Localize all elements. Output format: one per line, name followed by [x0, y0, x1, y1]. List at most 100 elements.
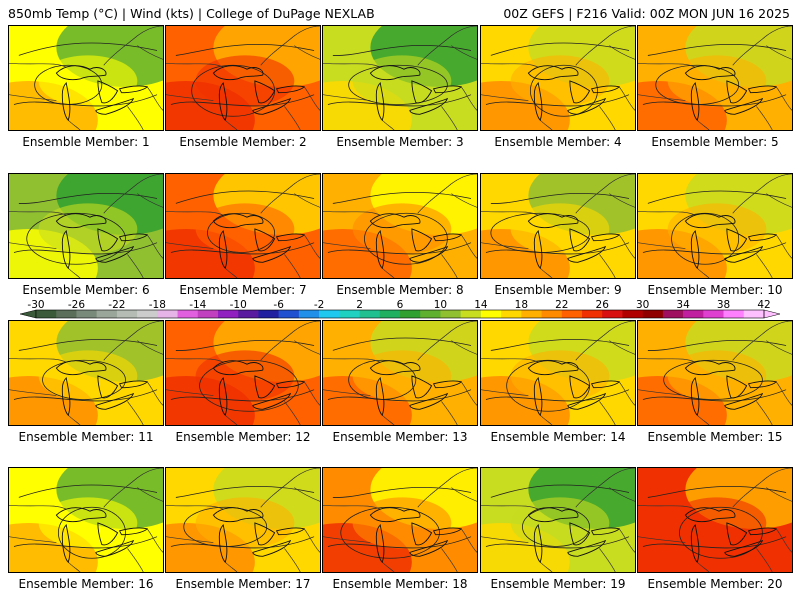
great-lake-outline [432, 233, 463, 242]
great-lake-outline [55, 213, 107, 229]
closed-contour [42, 359, 126, 400]
colorbar-segment [703, 310, 724, 318]
border-line [260, 321, 320, 361]
colorbar-segment [157, 310, 178, 318]
great-lake-outline [252, 392, 292, 410]
ensemble-map-panel [637, 320, 793, 426]
great-lake-outline [375, 81, 385, 122]
border-line [618, 528, 635, 553]
lakes-region-field [38, 203, 138, 255]
border-line [732, 26, 792, 66]
great-lake-outline [690, 523, 700, 564]
colorbar-segment [662, 310, 684, 318]
great-lake-outline [55, 507, 107, 523]
great-lake-outline [567, 539, 607, 557]
colorbar-segment [541, 310, 563, 318]
border-line [9, 389, 57, 396]
great-lake-outline [275, 527, 306, 536]
great-lake-outline [411, 228, 433, 252]
border-line [127, 548, 144, 572]
border-line [224, 267, 238, 278]
border-line [696, 414, 710, 425]
border-line [381, 414, 395, 425]
ensemble-member-label: Ensemble Member: 4 [494, 135, 622, 149]
border-line [323, 536, 371, 543]
border-line [460, 381, 477, 406]
colorbar-max-arrow [763, 309, 781, 319]
closed-contour [490, 212, 590, 253]
great-lake-outline [118, 85, 149, 94]
border-line [323, 504, 381, 510]
border-line [67, 561, 81, 572]
border-line [441, 548, 458, 572]
great-lake-outline [409, 392, 449, 410]
border-line [766, 45, 792, 60]
great-lake-outline [375, 523, 385, 564]
ensemble-member-label: Ensemble Member: 5 [651, 135, 779, 149]
colorbar-tick-label: 22 [555, 299, 568, 311]
ensemble-map-panel [480, 467, 636, 573]
height-contour [642, 485, 787, 549]
great-lake-outline [61, 229, 71, 270]
border-line [696, 561, 710, 572]
ensemble-map-panel [8, 320, 164, 426]
border-line [460, 528, 477, 553]
border-line [775, 528, 792, 553]
height-contour [485, 42, 630, 107]
border-line [303, 234, 320, 259]
colorbar-segment [298, 310, 320, 318]
ensemble-member-label: Ensemble Member: 12 [175, 430, 311, 444]
border-line [166, 389, 214, 396]
ensemble-member-label: Ensemble Member: 14 [490, 430, 626, 444]
border-line [9, 536, 57, 543]
great-lake-outline [432, 380, 463, 389]
closed-contour [340, 506, 440, 559]
great-lake-outline [527, 507, 579, 523]
ensemble-member-label: Ensemble Member: 20 [647, 577, 783, 591]
great-lake-outline [590, 85, 621, 94]
border-line [609, 45, 635, 60]
great-lake-outline [97, 375, 119, 399]
colorbar-segment [258, 310, 279, 318]
colorbar-tick-label: -14 [189, 299, 206, 311]
lakes-region-field [38, 497, 138, 549]
closed-contour [348, 64, 448, 105]
border-line [417, 26, 477, 66]
border-line [441, 106, 458, 130]
great-lake-outline [432, 527, 463, 536]
border-line [441, 254, 458, 278]
great-lake-outline [533, 523, 543, 564]
colorbar-segment [521, 310, 542, 318]
great-lake-outline [569, 375, 591, 399]
closed-contour [207, 212, 275, 253]
colorbar-segment [319, 310, 340, 318]
height-contour [170, 43, 315, 107]
great-lake-outline [252, 245, 292, 263]
great-lake-outline [726, 80, 748, 104]
great-lake-outline [432, 85, 463, 94]
border-line [127, 254, 144, 278]
height-contour [170, 485, 315, 549]
ensemble-member-label: Ensemble Member: 3 [336, 135, 464, 149]
border-line [481, 242, 529, 249]
great-lake-outline [590, 233, 621, 242]
border-line [638, 357, 696, 363]
border-line [460, 86, 477, 111]
colorbar-tick-label: 18 [515, 299, 528, 311]
colorbar-segment [238, 310, 259, 318]
lakes-region-field [352, 350, 452, 402]
great-lake-outline [212, 65, 264, 81]
great-lake-outline [97, 522, 119, 546]
model-run-info: 00Z GEFS | F216 Valid: 00Z MON JUN 16 20… [503, 6, 790, 21]
great-lake-outline [55, 360, 107, 376]
colorbar-segment [379, 310, 401, 318]
great-lake-outline [254, 80, 276, 104]
ensemble-member-label: Ensemble Member: 11 [18, 430, 154, 444]
great-lake-outline [275, 233, 306, 242]
height-contour [13, 338, 158, 402]
border-line [323, 357, 381, 363]
colorbar-tick-label: -22 [108, 299, 125, 311]
border-line [609, 487, 635, 502]
great-lake-outline [95, 97, 135, 115]
height-contour [485, 193, 630, 255]
